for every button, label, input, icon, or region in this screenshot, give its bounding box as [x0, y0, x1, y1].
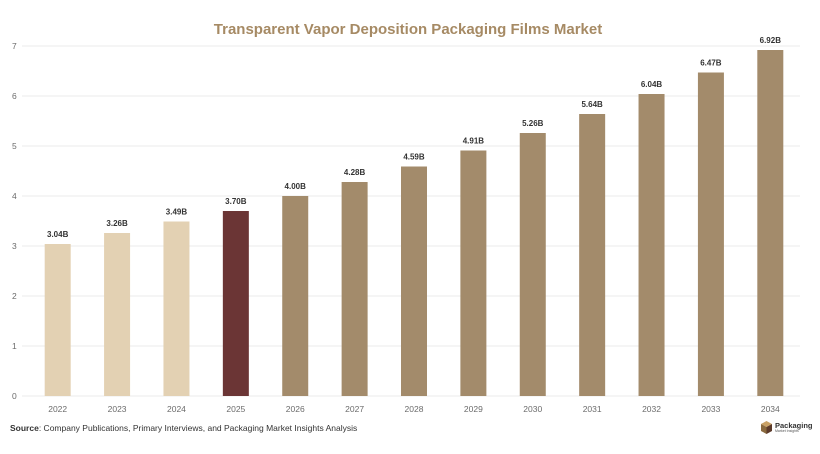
data-label: 4.00B: [285, 182, 307, 191]
y-tick-label: 7: [12, 41, 17, 51]
y-tick-label: 0: [12, 391, 17, 401]
data-label: 4.59B: [403, 153, 425, 162]
y-tick-label: 3: [12, 241, 17, 251]
x-tick-label: 2023: [108, 404, 127, 414]
bar-2022: [44, 244, 71, 396]
x-tick-label: 2031: [583, 404, 602, 414]
x-tick-label: 2033: [701, 404, 720, 414]
data-label: 5.64B: [581, 100, 603, 109]
x-tick-label: 2026: [286, 404, 305, 414]
data-label: 6.92B: [760, 36, 782, 45]
data-labels: 3.04B 3.26B 3.49B 3.70B 4.00B 4.28B 4.59B 4.91B…: [47, 36, 781, 239]
bar-2028: [401, 166, 427, 396]
source-note: Source: Company Publications, Primary In…: [10, 423, 357, 433]
data-label: 4.28B: [344, 168, 366, 177]
data-label: 3.49B: [166, 208, 188, 217]
y-tick-label: 2: [12, 291, 17, 301]
data-label: 3.26B: [106, 219, 128, 228]
x-axis-ticks: 2022 2023 2024 2025 2026 2027 2028 2029 2030 2031…: [48, 404, 780, 414]
x-tick-label: 2025: [226, 404, 245, 414]
data-label: 4.91B: [463, 137, 485, 146]
logo-subtitle: Market Insights: [775, 429, 799, 433]
bar-2023: [104, 233, 131, 396]
data-label: 3.70B: [225, 197, 247, 206]
bar-2032: [638, 94, 665, 396]
data-label: 3.04B: [47, 230, 69, 239]
bars: [44, 50, 784, 396]
bar-chart: Transparent Vapor Deposition Packaging F…: [12, 21, 800, 414]
bar-2027: [341, 182, 368, 396]
bar-2033: [697, 72, 724, 396]
x-tick-label: 2032: [642, 404, 661, 414]
data-label: 6.47B: [700, 59, 722, 68]
y-tick-label: 5: [12, 141, 17, 151]
bar-2026: [282, 196, 309, 396]
source-text: : Company Publications, Primary Intervie…: [38, 423, 358, 433]
x-tick-label: 2034: [761, 404, 780, 414]
x-tick-label: 2027: [345, 404, 364, 414]
bar-2034: [757, 50, 784, 396]
data-label: 6.04B: [641, 80, 663, 89]
x-tick-label: 2024: [167, 404, 186, 414]
x-tick-label: 2022: [48, 404, 67, 414]
box-icon: [761, 421, 772, 434]
bar-2031: [579, 114, 606, 396]
brand-logo: Packaging Market Insights: [761, 421, 813, 434]
y-tick-label: 6: [12, 91, 17, 101]
chart-title: Transparent Vapor Deposition Packaging F…: [214, 21, 602, 38]
data-label: 5.26B: [522, 119, 544, 128]
bar-2025: [222, 211, 249, 396]
x-tick-label: 2028: [405, 404, 424, 414]
y-axis-ticks: 0 1 2 3 4 5 6 7: [12, 41, 17, 401]
x-tick-label: 2030: [523, 404, 542, 414]
x-tick-label: 2029: [464, 404, 483, 414]
y-tick-label: 1: [12, 341, 17, 351]
logo-name: Packaging: [775, 420, 813, 430]
source-label: Source: [10, 423, 39, 433]
bar-2029: [460, 150, 487, 396]
y-tick-label: 4: [12, 191, 17, 201]
bar-2024: [163, 221, 190, 396]
bar-2030: [519, 133, 546, 396]
